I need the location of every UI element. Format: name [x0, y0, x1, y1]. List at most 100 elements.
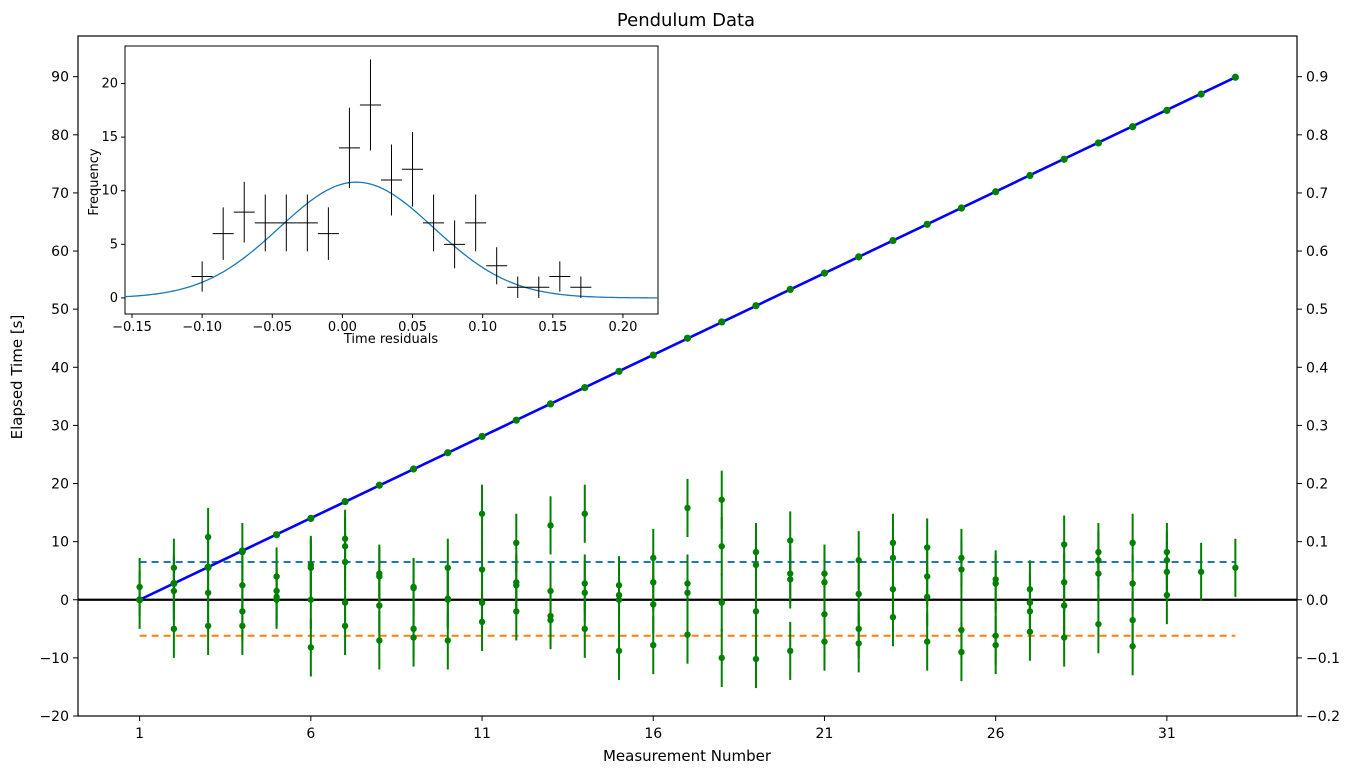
residual-point [204, 622, 212, 630]
y-tick-label: 60 [51, 244, 69, 260]
elapsed-time-point [1163, 106, 1171, 114]
plot-frame [77, 35, 1298, 717]
elapsed-time-point [923, 220, 931, 228]
residual-point [307, 596, 315, 603]
inset-y-tick-label: 0 [110, 291, 118, 306]
x-tick-label: 31 [1158, 726, 1176, 742]
y2-tick-label: 0.1 [1306, 535, 1328, 551]
residual-point [855, 557, 862, 564]
residual-point [513, 608, 520, 615]
residual-point [1129, 643, 1136, 650]
y2-tick-label: 0.9 [1306, 70, 1328, 86]
elapsed-time-point [238, 547, 246, 555]
y-tick-label: −10 [39, 651, 69, 667]
residual-point [718, 654, 725, 662]
residual-point [992, 580, 999, 587]
y-tick-label: −20 [39, 709, 69, 725]
y-axis-label: Elapsed Time [s] [8, 315, 26, 440]
residual-point [855, 640, 862, 647]
residual-point [923, 593, 931, 601]
residual-point [444, 596, 452, 603]
residual-point [273, 593, 280, 601]
inset-x-tick-label: 0.20 [608, 320, 637, 335]
residual-point [787, 576, 794, 583]
residual-point [581, 510, 588, 517]
y2-tick-label: 0.6 [1306, 244, 1328, 260]
residual-point [307, 644, 315, 651]
residual-point [581, 625, 588, 633]
residual-point [821, 579, 828, 586]
residual-point [478, 618, 486, 626]
residual-point [1060, 541, 1068, 548]
elapsed-time-point [1129, 123, 1137, 131]
residual-point [547, 616, 554, 624]
residual-point [752, 561, 760, 569]
y-tick-label: 30 [51, 418, 69, 434]
residual-point [376, 602, 383, 609]
residual-point [718, 543, 725, 550]
residual-point [1060, 602, 1068, 609]
residual-point [958, 566, 965, 573]
inset-x-tick-label: −0.05 [252, 320, 292, 335]
elapsed-time-point [615, 367, 623, 375]
elapsed-time-point [1026, 171, 1034, 180]
elapsed-time-point [1231, 73, 1239, 81]
residual-point [684, 504, 691, 512]
x-tick-label: 11 [473, 726, 491, 742]
inset-y-tick-label: 15 [101, 130, 118, 145]
x-tick-label: 21 [816, 726, 834, 742]
residual-point [923, 638, 931, 645]
elapsed-time-point [307, 514, 315, 522]
elapsed-time-point [683, 334, 692, 342]
residual-point [889, 554, 897, 562]
inset-x-axis-label: Time residuals [343, 332, 438, 347]
y-tick-label: 70 [51, 186, 69, 202]
elapsed-time-point [718, 318, 726, 326]
residual-point [1163, 591, 1171, 599]
elapsed-time-point [204, 563, 212, 571]
residual-point [1197, 568, 1205, 576]
residual-point [1232, 564, 1239, 571]
residual-point [547, 522, 554, 529]
residual-point [444, 564, 452, 571]
residual-point [204, 533, 212, 541]
elapsed-time-point [512, 416, 520, 424]
residual-point [992, 641, 999, 649]
elapsed-time-point [786, 285, 794, 294]
residual-point [307, 564, 315, 571]
y2-tick-label: 0.7 [1306, 186, 1328, 202]
residual-point [787, 537, 794, 544]
inset-x-tick-label: 0.15 [538, 320, 567, 335]
inset-y-tick-label: 10 [101, 184, 118, 199]
y2-tick-label: 0.8 [1306, 128, 1328, 144]
residual-point [513, 539, 520, 547]
residual-point [478, 566, 486, 573]
elapsed-time-point [649, 351, 657, 359]
elapsed-time-point [889, 236, 897, 245]
residual-point [650, 601, 657, 608]
residual-point [341, 622, 349, 630]
y-tick-label: 10 [51, 535, 69, 551]
y-tick-label: 90 [51, 70, 69, 86]
residual-point [410, 634, 417, 641]
residual-point [1095, 620, 1102, 628]
residual-point [410, 584, 417, 592]
residual-point [376, 637, 383, 644]
residual-point [615, 647, 623, 655]
y2-tick-label: 0.4 [1306, 360, 1328, 376]
x-tick-label: 16 [644, 726, 662, 742]
elapsed-time-point [992, 188, 1000, 196]
residual-point [478, 510, 486, 517]
residual-point [581, 589, 588, 596]
residual-point [170, 625, 178, 633]
inset-x-tick-label: −0.10 [182, 320, 222, 335]
residual-point [855, 590, 862, 598]
x-tick-label: 1 [135, 726, 144, 742]
residual-point [650, 641, 657, 649]
inset-x-tick-label: 0.10 [468, 320, 497, 335]
elapsed-time-point [546, 400, 555, 408]
residual-point [718, 599, 725, 606]
residual-point [1060, 634, 1068, 641]
elapsed-time-point [136, 596, 144, 604]
elapsed-time-point [444, 449, 452, 457]
